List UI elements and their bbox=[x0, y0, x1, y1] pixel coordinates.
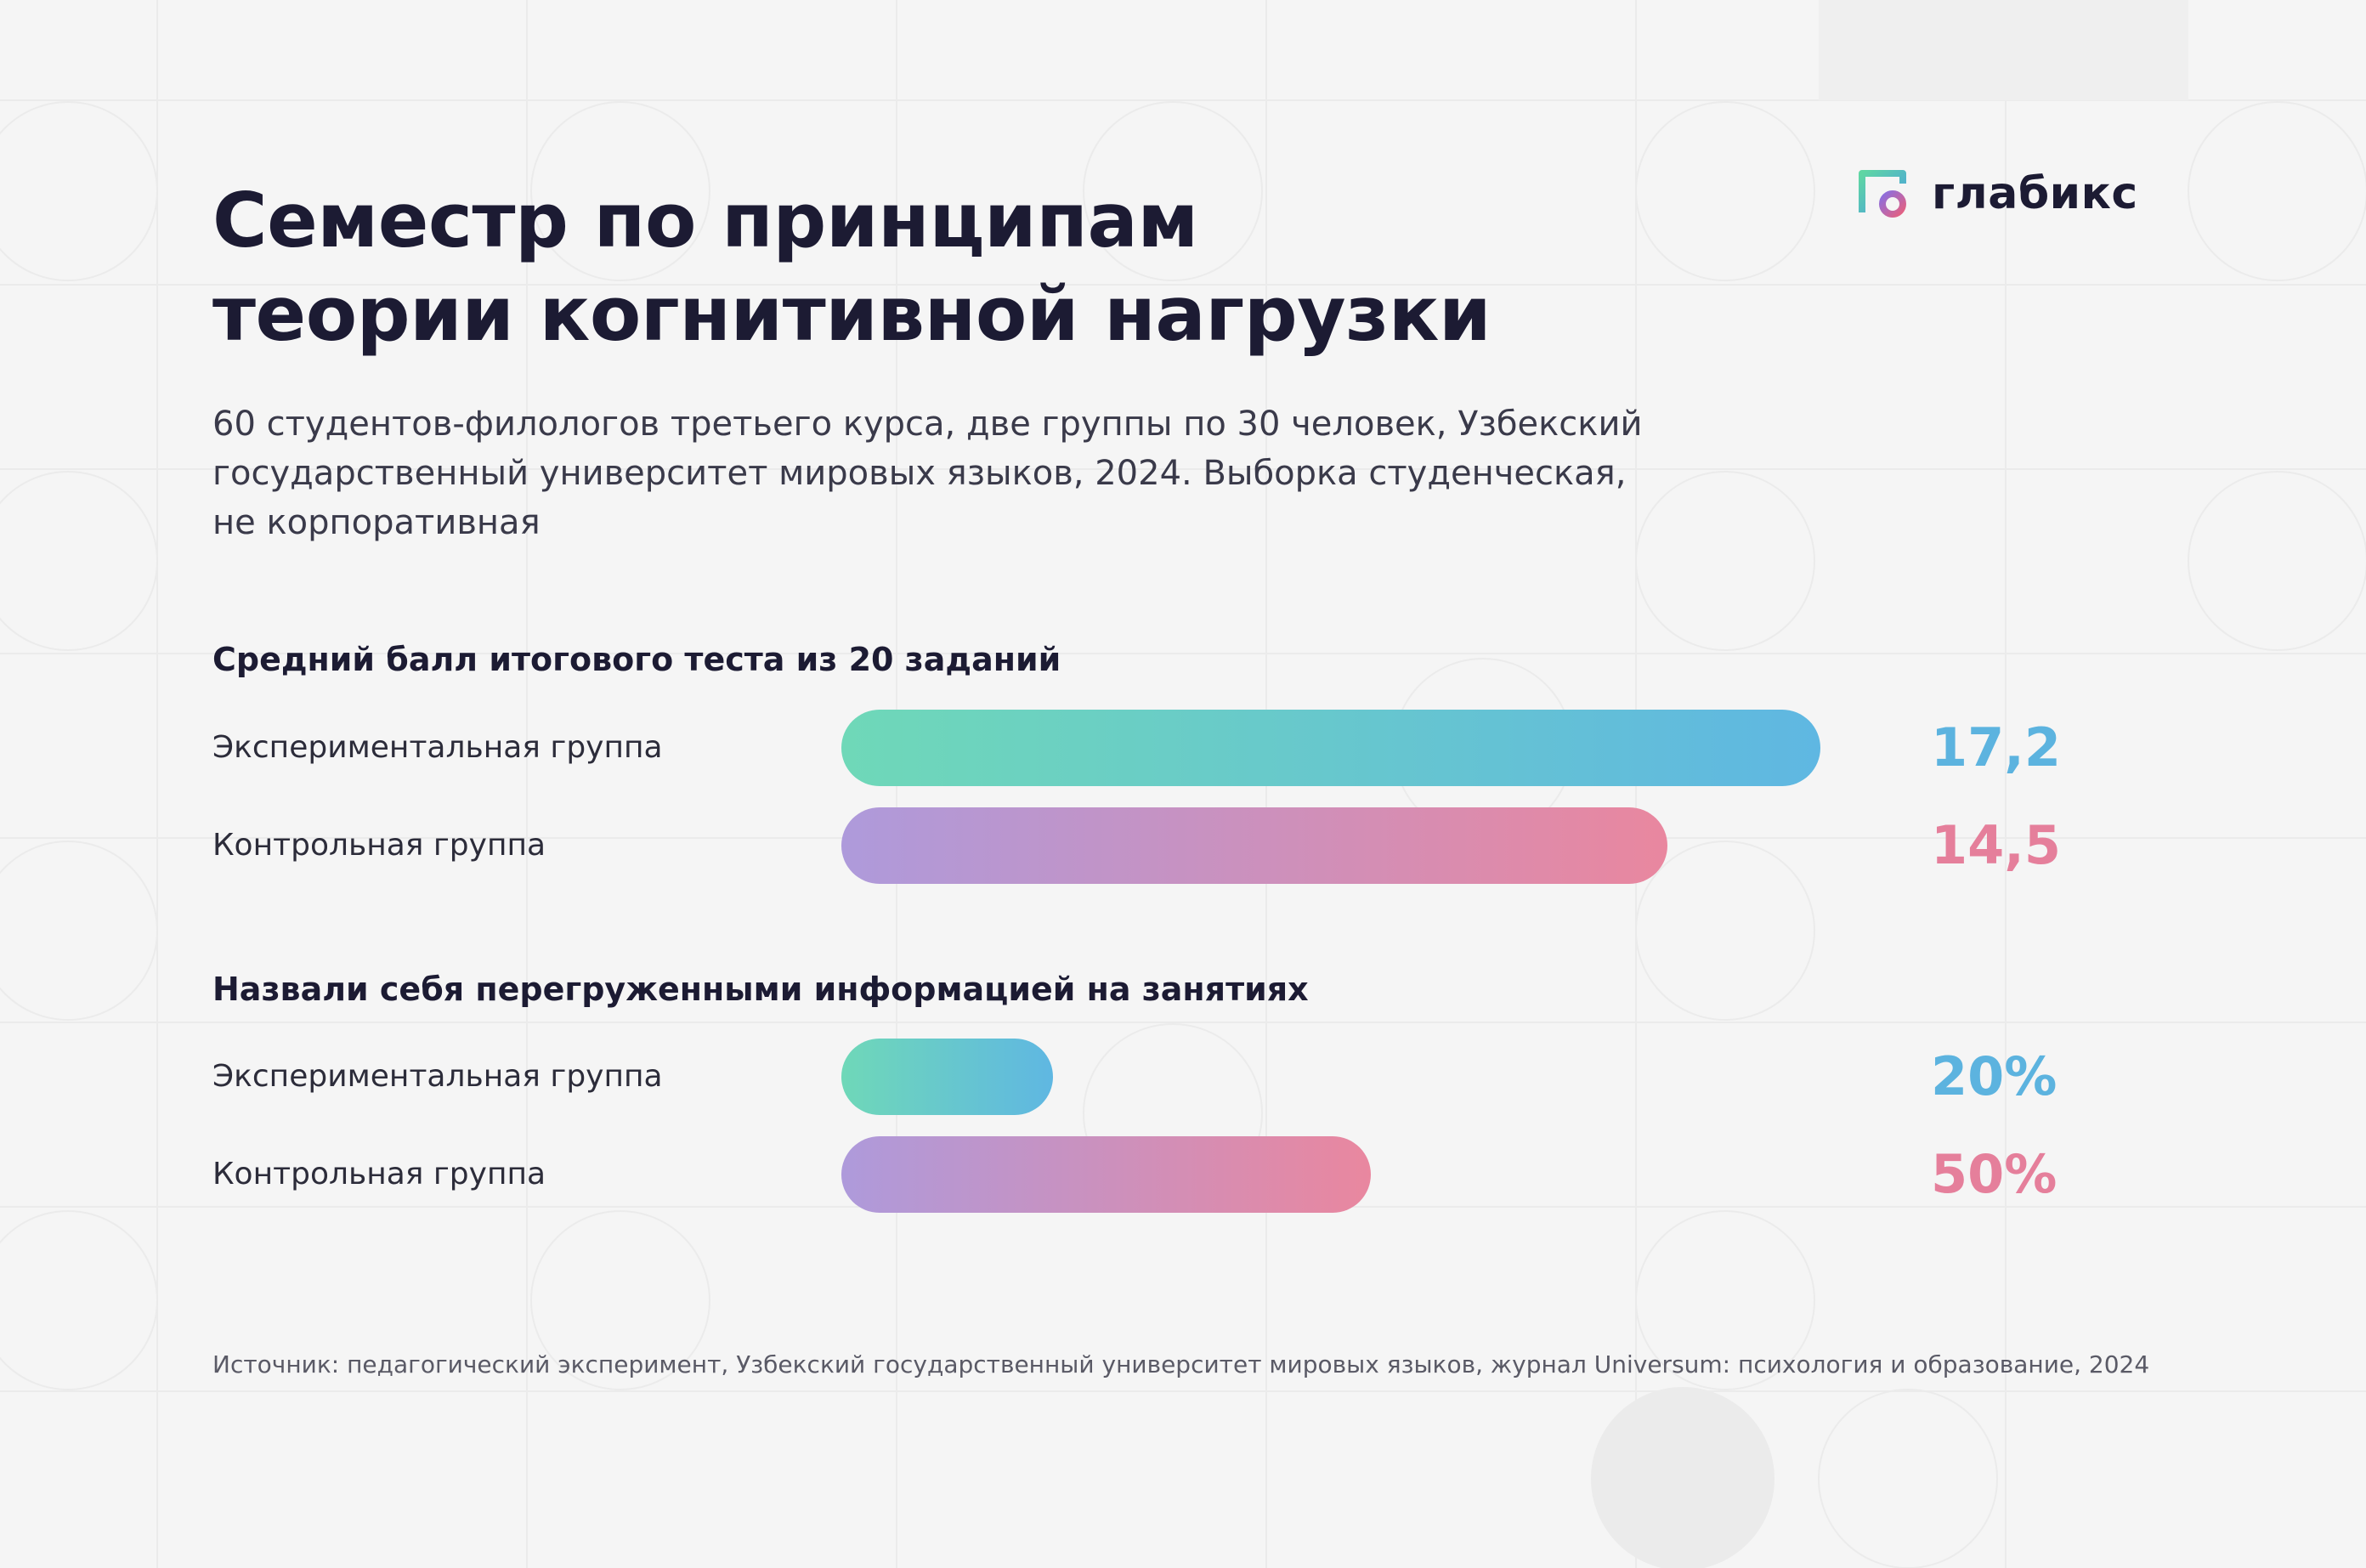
bar-test-score-control bbox=[841, 807, 1667, 884]
bar-test-score-experimental bbox=[841, 710, 1820, 786]
logo-text: глабикс bbox=[1932, 168, 2138, 219]
category-label: Экспериментальная группа bbox=[212, 1059, 663, 1094]
title-line: Семестр по принципам bbox=[212, 177, 1198, 264]
chart-title-test-score: Средний балл итогового теста из 20 задан… bbox=[212, 641, 1061, 678]
bar-overload-control bbox=[841, 1136, 1371, 1213]
value-label: 20% bbox=[1931, 1045, 2058, 1107]
title-line: теории когнитивной нагрузки bbox=[212, 270, 1491, 358]
subtitle-line: государственный университет мировых язык… bbox=[212, 454, 1627, 493]
subtitle-line: 60 студентов-филологов третьего курса, д… bbox=[212, 405, 1643, 444]
glabix-logo-icon bbox=[1859, 170, 1906, 218]
category-label: Контрольная группа bbox=[212, 1157, 546, 1192]
source-note: Источник: педагогический эксперимент, Уз… bbox=[212, 1350, 2150, 1378]
subtitle: 60 студентов-филологов третьего курса, д… bbox=[212, 399, 1642, 547]
page-title: Семестр по принципам теории когнитивной … bbox=[212, 174, 1491, 361]
value-label: 50% bbox=[1931, 1143, 2058, 1205]
bar-overload-experimental bbox=[841, 1039, 1053, 1115]
chart-title-overload: Назвали себя перегруженными информацией … bbox=[212, 971, 1309, 1008]
brand-logo: глабикс bbox=[1857, 168, 2138, 219]
category-label: Контрольная группа bbox=[212, 828, 546, 863]
value-label: 17,2 bbox=[1931, 716, 2061, 778]
subtitle-line: не корпоративная bbox=[212, 503, 541, 542]
value-label: 14,5 bbox=[1931, 814, 2061, 876]
category-label: Экспериментальная группа bbox=[212, 730, 663, 765]
